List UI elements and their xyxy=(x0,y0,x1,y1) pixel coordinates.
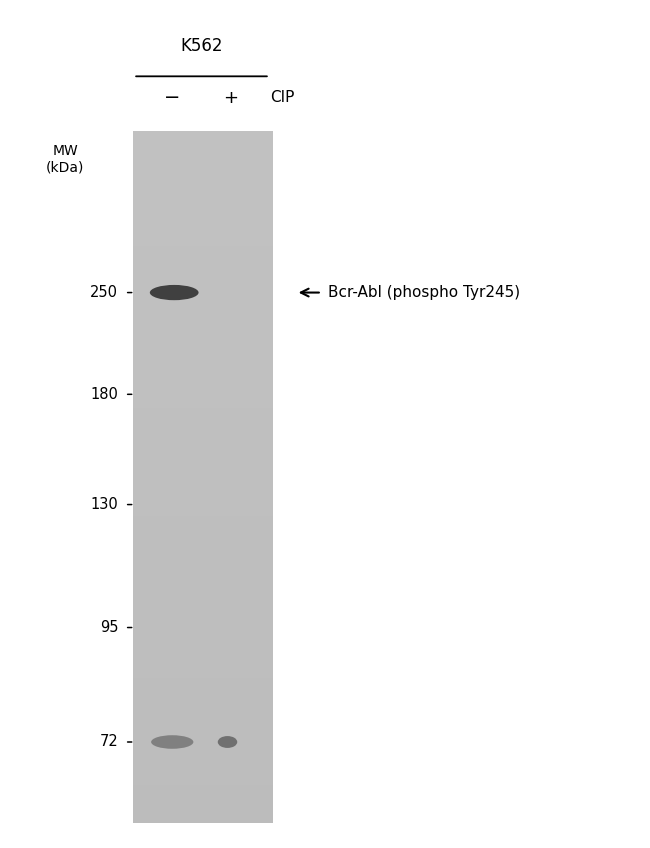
Ellipse shape xyxy=(218,736,237,748)
Ellipse shape xyxy=(150,285,199,300)
Text: 130: 130 xyxy=(90,497,118,512)
Text: +: + xyxy=(223,88,239,107)
Ellipse shape xyxy=(151,735,194,749)
Text: CIP: CIP xyxy=(270,90,295,105)
Bar xyxy=(133,131,273,823)
Text: 250: 250 xyxy=(90,285,118,300)
Text: K562: K562 xyxy=(180,37,223,55)
Text: 95: 95 xyxy=(100,620,118,635)
Text: −: − xyxy=(164,88,181,107)
Text: 72: 72 xyxy=(99,734,118,750)
Text: 180: 180 xyxy=(90,387,118,402)
Text: MW
(kDa): MW (kDa) xyxy=(46,144,84,175)
Text: Bcr-Abl (phospho Tyr245): Bcr-Abl (phospho Tyr245) xyxy=(328,285,521,300)
